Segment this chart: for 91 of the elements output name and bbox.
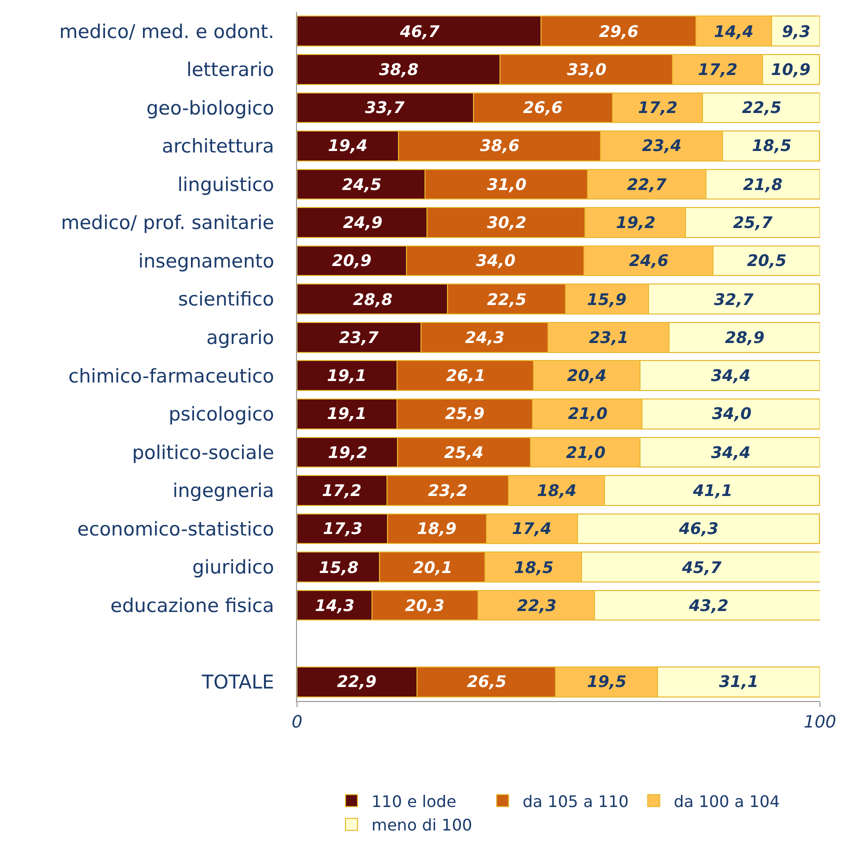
- data-label: 34,0: [476, 251, 516, 270]
- y-tick-label: scientifico: [178, 288, 274, 311]
- data-label: 14,3: [315, 596, 354, 615]
- data-label: 23,2: [428, 481, 468, 500]
- data-label: 31,0: [487, 175, 526, 194]
- data-label: 25,7: [733, 213, 774, 232]
- data-label: 24,5: [342, 175, 382, 194]
- data-label: 28,8: [353, 290, 392, 309]
- data-label: 46,7: [399, 22, 440, 41]
- data-label: 33,7: [365, 98, 406, 117]
- y-tick-label: ingegneria: [172, 480, 274, 502]
- data-label: 18,5: [752, 136, 792, 155]
- data-label: 32,7: [714, 290, 754, 309]
- data-label: 45,7: [681, 558, 722, 577]
- data-label: 9,3: [782, 22, 810, 41]
- y-tick-label: architettura: [162, 136, 274, 158]
- data-label: 25,9: [445, 404, 484, 423]
- data-label: 38,8: [379, 60, 418, 79]
- data-label: 34,4: [711, 443, 750, 462]
- data-label: 43,2: [688, 596, 728, 615]
- data-label: 22,9: [337, 672, 376, 691]
- y-tick-label: TOTALE: [200, 672, 274, 694]
- data-label: 19,5: [587, 672, 626, 691]
- data-label: 22,7: [627, 175, 668, 194]
- data-label: 19,4: [328, 136, 368, 155]
- data-label: 17,2: [698, 60, 738, 79]
- data-label: 20,1: [413, 558, 452, 577]
- legend-label: 110 e lode: [372, 792, 456, 811]
- data-label: 29,6: [599, 22, 638, 41]
- legend-label: da 105 a 110: [522, 792, 629, 811]
- data-label: 19,2: [328, 443, 368, 462]
- data-label: 24,6: [629, 251, 668, 270]
- data-label: 24,9: [343, 213, 382, 232]
- data-label: 18,9: [417, 519, 456, 538]
- x-tick-label: 100: [804, 712, 836, 732]
- data-label: 17,4: [512, 519, 552, 538]
- data-label: 23,1: [589, 328, 628, 347]
- data-label: 25,4: [444, 443, 484, 462]
- data-label: 41,1: [692, 481, 732, 500]
- data-label: 26,5: [467, 672, 506, 691]
- data-label: 34,0: [712, 404, 752, 423]
- legend-label: meno di 100: [372, 816, 472, 835]
- data-label: 21,0: [566, 443, 606, 462]
- data-label: 20,5: [747, 251, 786, 270]
- data-label: 15,9: [587, 290, 626, 309]
- data-label: 30,2: [487, 213, 526, 232]
- data-label: 28,9: [725, 328, 764, 347]
- y-tick-label: educazione fisica: [110, 594, 274, 617]
- data-label: 18,5: [514, 558, 554, 577]
- data-label: 34,4: [711, 366, 750, 385]
- data-label: 23,4: [642, 136, 682, 155]
- data-label: 23,7: [339, 328, 380, 347]
- y-tick-label: giuridico: [192, 556, 274, 579]
- data-label: 19,1: [327, 404, 366, 423]
- x-tick-label: 0: [292, 712, 302, 732]
- data-label: 46,3: [678, 519, 718, 538]
- data-label: 19,1: [327, 366, 366, 385]
- y-tick-label: politico-sociale: [132, 442, 274, 464]
- y-tick-label: medico/ med. e odont.: [59, 20, 274, 43]
- data-label: 22,5: [487, 290, 526, 309]
- y-tick-label: agrario: [206, 327, 274, 350]
- y-tick-label: letterario: [186, 59, 274, 82]
- y-tick-label: insegnamento: [138, 250, 274, 272]
- data-label: 19,2: [616, 213, 656, 232]
- data-label: 22,3: [517, 596, 556, 615]
- data-label: 20,9: [332, 251, 372, 270]
- data-label: 21,8: [743, 175, 782, 194]
- data-label: 26,1: [446, 366, 486, 385]
- data-label: 31,1: [719, 672, 758, 691]
- data-label: 18,4: [537, 481, 576, 500]
- data-label: 26,6: [523, 98, 562, 117]
- data-label: 33,0: [567, 60, 606, 79]
- y-tick-label: chimico-farmaceutico: [68, 365, 274, 388]
- y-tick-label: medico/ prof. sanitarie: [60, 212, 274, 234]
- data-label: 14,4: [714, 22, 754, 41]
- data-label: 21,0: [568, 404, 608, 423]
- data-label: 15,8: [319, 558, 358, 577]
- data-label: 17,2: [322, 481, 362, 500]
- data-label: 20,4: [567, 366, 606, 385]
- data-label: 10,9: [771, 60, 810, 79]
- legend-label: da 100 a 104: [674, 792, 780, 811]
- data-label: 20,3: [405, 596, 444, 615]
- data-label: 38,6: [480, 136, 520, 155]
- data-label: 17,2: [638, 98, 678, 117]
- y-tick-label: geo-biologico: [146, 97, 274, 120]
- y-tick-label: linguistico: [178, 174, 274, 196]
- data-label: 24,3: [465, 328, 504, 347]
- data-label: 22,5: [742, 98, 782, 117]
- y-tick-label: economico-statistico: [77, 518, 274, 540]
- y-tick-label: psicologico: [168, 404, 274, 426]
- data-label: 17,3: [323, 519, 362, 538]
